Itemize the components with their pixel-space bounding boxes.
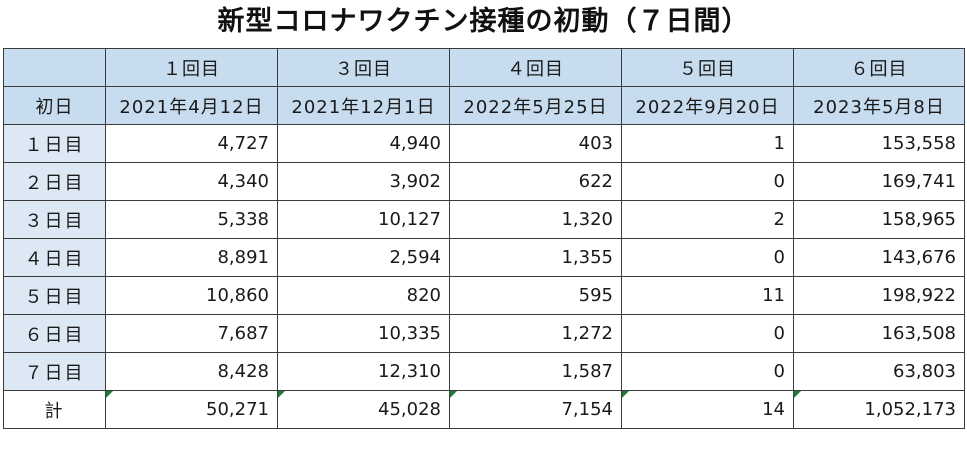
value-cell[interactable]: 153,558: [793, 124, 965, 163]
value-cell[interactable]: 10,860: [105, 276, 278, 315]
column-header[interactable]: ５回目: [621, 48, 794, 87]
value-cell[interactable]: 0: [621, 314, 794, 353]
total-value: 7,154: [561, 399, 613, 420]
value-cell[interactable]: 5,338: [105, 200, 278, 239]
total-value: 45,028: [378, 399, 441, 420]
error-indicator-icon: [278, 391, 285, 398]
column-header[interactable]: １回目: [105, 48, 278, 87]
error-indicator-icon: [106, 391, 113, 398]
value-cell[interactable]: 10,127: [277, 200, 450, 239]
value-cell[interactable]: 4,340: [105, 162, 278, 201]
column-header[interactable]: ３回目: [277, 48, 450, 87]
value-cell[interactable]: 2: [621, 200, 794, 239]
table-row: １日目 4,727 4,940 403 1 153,558: [3, 124, 965, 163]
value-cell[interactable]: 63,803: [793, 352, 965, 391]
error-indicator-icon: [450, 391, 457, 398]
first-day-cell[interactable]: 2022年5月25日: [449, 86, 622, 125]
total-value: 50,271: [206, 399, 269, 420]
sheet-title: 新型コロナワクチン接種の初動（７日間）: [217, 6, 750, 37]
value-cell[interactable]: 158,965: [793, 200, 965, 239]
first-day-cell[interactable]: 2021年12月1日: [277, 86, 450, 125]
value-cell[interactable]: 0: [621, 162, 794, 201]
table-row: ２日目 4,340 3,902 622 0 169,741: [3, 162, 965, 201]
value-cell[interactable]: 1,320: [449, 200, 622, 239]
row-label[interactable]: ５日目: [3, 276, 106, 315]
total-cell[interactable]: 7,154: [449, 390, 622, 429]
value-cell[interactable]: 0: [621, 238, 794, 277]
row-label[interactable]: 初日: [3, 86, 106, 125]
total-cell[interactable]: 1,052,173: [793, 390, 965, 429]
total-value: 14: [762, 399, 785, 420]
value-cell[interactable]: 143,676: [793, 238, 965, 277]
error-indicator-icon: [794, 391, 801, 398]
table-row: ６日目 7,687 10,335 1,272 0 163,508: [3, 314, 965, 353]
value-cell[interactable]: 11: [621, 276, 794, 315]
total-cell[interactable]: 14: [621, 390, 794, 429]
value-cell[interactable]: 3,902: [277, 162, 450, 201]
total-value: 1,052,173: [864, 399, 956, 420]
total-cell[interactable]: 45,028: [277, 390, 450, 429]
table-row: ３日目 5,338 10,127 1,320 2 158,965: [3, 200, 965, 239]
column-header[interactable]: ４回目: [449, 48, 622, 87]
corner-cell[interactable]: [3, 48, 106, 87]
table-row: ７日目 8,428 12,310 1,587 0 63,803: [3, 352, 965, 391]
row-label[interactable]: ２日目: [3, 162, 106, 201]
value-cell[interactable]: 0: [621, 352, 794, 391]
row-label[interactable]: １日目: [3, 124, 106, 163]
value-cell[interactable]: 1,587: [449, 352, 622, 391]
value-cell[interactable]: 8,891: [105, 238, 278, 277]
table-row: ５日目 10,860 820 595 11 198,922: [3, 276, 965, 315]
total-cell[interactable]: 50,271: [105, 390, 278, 429]
column-header[interactable]: ６回目: [793, 48, 965, 87]
total-label[interactable]: 計: [3, 390, 106, 429]
row-label[interactable]: ４日目: [3, 238, 106, 277]
error-indicator-icon: [622, 391, 629, 398]
row-label[interactable]: ７日目: [3, 352, 106, 391]
value-cell[interactable]: 622: [449, 162, 622, 201]
row-label[interactable]: ３日目: [3, 200, 106, 239]
first-day-cell[interactable]: 2021年4月12日: [105, 86, 278, 125]
value-cell[interactable]: 4,727: [105, 124, 278, 163]
value-cell[interactable]: 12,310: [277, 352, 450, 391]
value-cell[interactable]: 1,272: [449, 314, 622, 353]
value-cell[interactable]: 8,428: [105, 352, 278, 391]
first-day-cell[interactable]: 2023年5月8日: [793, 86, 965, 125]
value-cell[interactable]: 2,594: [277, 238, 450, 277]
value-cell[interactable]: 7,687: [105, 314, 278, 353]
value-cell[interactable]: 1,355: [449, 238, 622, 277]
vaccination-table: １回目 ３回目 ４回目 ５回目 ６回目 初日 2021年4月12日 2021年1…: [3, 48, 965, 429]
value-cell[interactable]: 820: [277, 276, 450, 315]
value-cell[interactable]: 163,508: [793, 314, 965, 353]
first-day-row: 初日 2021年4月12日 2021年12月1日 2022年5月25日 2022…: [3, 86, 965, 125]
value-cell[interactable]: 1: [621, 124, 794, 163]
value-cell[interactable]: 10,335: [277, 314, 450, 353]
first-day-cell[interactable]: 2022年9月20日: [621, 86, 794, 125]
value-cell[interactable]: 198,922: [793, 276, 965, 315]
row-label[interactable]: ６日目: [3, 314, 106, 353]
value-cell[interactable]: 169,741: [793, 162, 965, 201]
value-cell[interactable]: 4,940: [277, 124, 450, 163]
value-cell[interactable]: 595: [449, 276, 622, 315]
total-row: 計 50,271 45,028 7,154 14 1,052,173: [3, 390, 965, 429]
header-row: １回目 ３回目 ４回目 ５回目 ６回目: [3, 48, 965, 87]
value-cell[interactable]: 403: [449, 124, 622, 163]
table-row: ４日目 8,891 2,594 1,355 0 143,676: [3, 238, 965, 277]
